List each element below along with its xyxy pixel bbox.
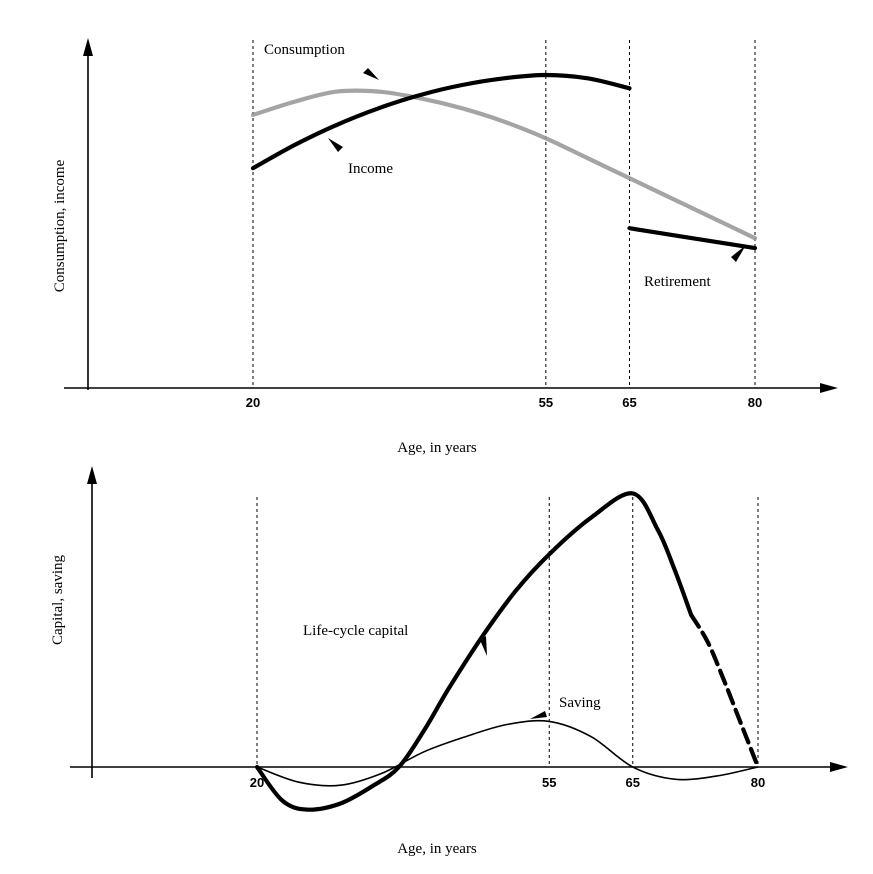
retirement-label: Retirement (644, 274, 711, 290)
capital-pointer-icon (480, 636, 487, 656)
life-cycle-capital-line (254, 491, 694, 812)
bottom-tick-labels: 20 55 65 80 (250, 775, 765, 790)
top-x-axis-arrow (820, 383, 838, 393)
bottom-y-axis-label: Capital, saving (50, 555, 66, 645)
chart-top: 20 55 65 80 Age, in years Consumption, inco… (52, 38, 838, 456)
bottom-y-axis-arrow (87, 466, 97, 484)
life-cycle-capital-projected-line (689, 612, 761, 770)
top-series-layer (250, 72, 758, 251)
saving-label: Saving (559, 695, 601, 711)
retirement-line (627, 226, 758, 251)
income-pointer-icon (328, 138, 343, 152)
income-line (250, 72, 632, 171)
x-tick-label: 65 (622, 395, 636, 410)
saving-pointer-icon (530, 711, 547, 719)
top-y-axis-arrow (83, 38, 93, 56)
top-x-axis-label: Age, in years (397, 440, 477, 456)
bottom-series-layer (254, 491, 761, 812)
bottom-x-axis-label: Age, in years (397, 841, 477, 857)
income-label: Income (348, 161, 393, 177)
consumption-line (250, 88, 758, 241)
top-tick-labels: 20 55 65 80 (246, 395, 762, 410)
x-tick-label: 55 (542, 775, 556, 790)
x-tick-label: 20 (246, 395, 260, 410)
x-tick-label: 55 (539, 395, 553, 410)
bottom-guide-lines (256, 497, 759, 767)
bottom-x-axis-arrow (830, 762, 848, 772)
x-tick-label: 65 (626, 775, 640, 790)
top-guide-lines (252, 40, 756, 388)
x-tick-label: 80 (751, 775, 765, 790)
retirement-pointer-icon (731, 245, 746, 262)
chart-bottom: 20 55 65 80 Age, in years Capital, saving L… (50, 466, 848, 857)
consumption-label: Consumption (264, 42, 345, 58)
saving-line (256, 719, 759, 787)
x-tick-label: 80 (748, 395, 762, 410)
consumption-pointer-icon (363, 68, 379, 80)
capital-label: Life-cycle capital (303, 623, 408, 639)
top-y-axis-label: Consumption, income (52, 159, 68, 292)
x-tick-label: 20 (250, 775, 264, 790)
